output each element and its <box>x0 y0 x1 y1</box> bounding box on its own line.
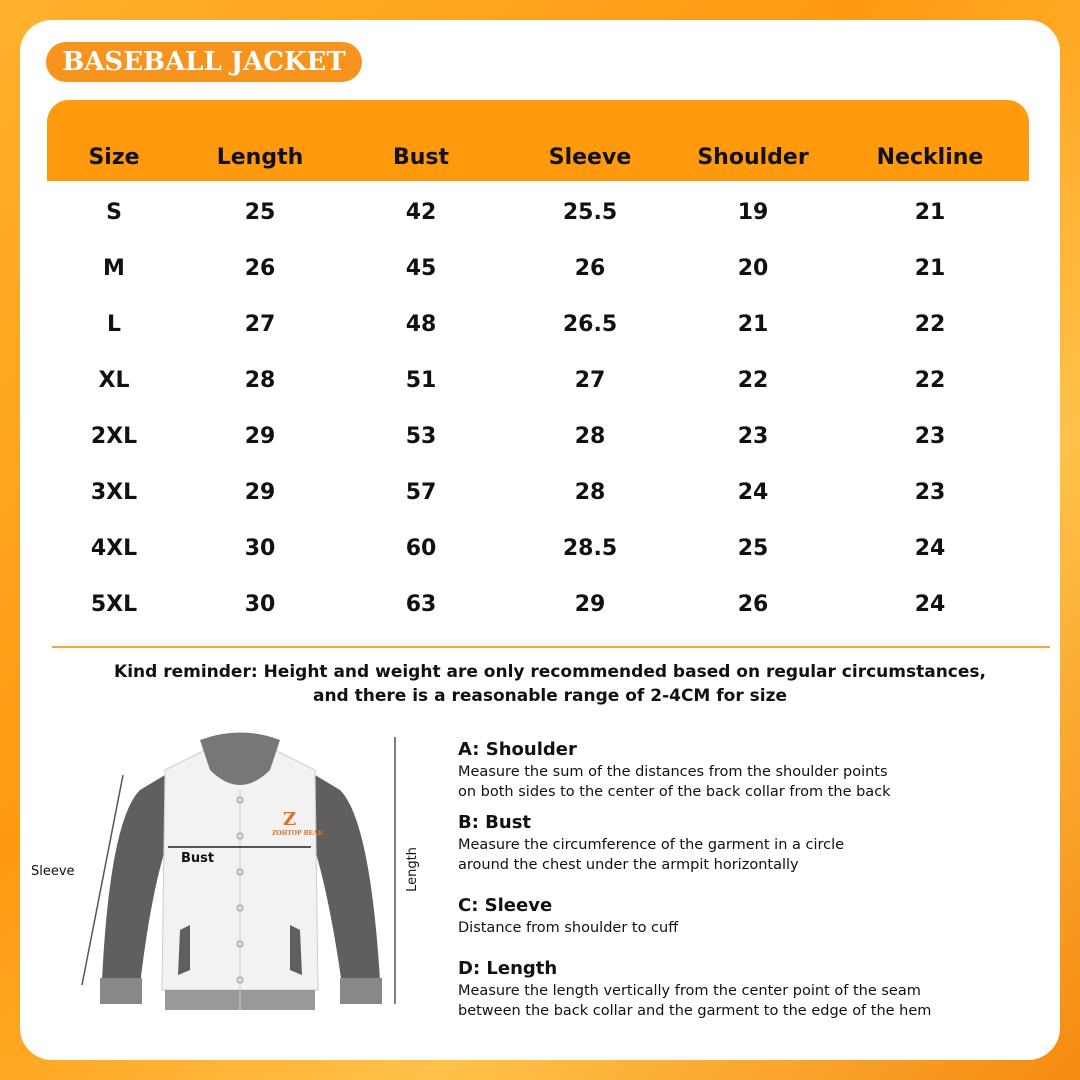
measure-description: on both sides to the center of the back … <box>458 784 891 800</box>
table-cell: 22 <box>914 312 946 337</box>
table-cell: 20 <box>737 256 769 281</box>
column-header: Sleeve <box>548 145 632 170</box>
table-cell: 22 <box>914 368 946 393</box>
column-header: Length <box>216 145 304 170</box>
table-cell: 48 <box>405 312 437 337</box>
table-cell: 29 <box>244 480 276 505</box>
table-cell: 24 <box>914 592 946 617</box>
column-header: Shoulder <box>697 145 809 170</box>
measure-title: C: Sleeve <box>458 895 553 916</box>
right-sleeve <box>315 775 380 985</box>
table-cell: L <box>106 312 122 337</box>
table-cell: 21 <box>914 256 946 281</box>
table-cell: 28.5 <box>562 536 618 561</box>
table-cell: 22 <box>737 368 769 393</box>
column-header: Bust <box>392 145 450 170</box>
reminder-line: and there is a reasonable range of 2-4CM… <box>312 686 788 706</box>
table-cell: 60 <box>405 536 437 561</box>
table-cell: 28 <box>574 424 606 449</box>
table-cell: XL <box>98 368 130 393</box>
table-cell: 28 <box>244 368 276 393</box>
table-cell: 57 <box>405 480 437 505</box>
bust-label: Bust <box>181 851 215 866</box>
table-cell: 53 <box>405 424 437 449</box>
table-cell: 21 <box>737 312 769 337</box>
table-cell: 23 <box>737 424 769 449</box>
table-cell: 26 <box>244 256 276 281</box>
table-cell: 30 <box>244 592 276 617</box>
table-cell: 28 <box>574 480 606 505</box>
table-cell: 5XL <box>90 592 138 617</box>
measure-title: D: Length <box>458 958 558 979</box>
reminder-line: Kind reminder: Height and weight are onl… <box>114 662 986 682</box>
table-cell: 23 <box>914 480 946 505</box>
table-cell: 26 <box>574 256 606 281</box>
table-cell: 42 <box>405 200 437 225</box>
table-cell: 25.5 <box>562 200 618 225</box>
measure-item: B: Bust Measure the circumference of the … <box>458 811 1058 875</box>
table-cell: 27 <box>574 368 606 393</box>
table-cell: 24 <box>914 536 946 561</box>
table-cell: M <box>103 256 125 281</box>
divider <box>52 646 1050 648</box>
table-cell: 45 <box>405 256 437 281</box>
table-cell: 30 <box>244 536 276 561</box>
column-header: Size <box>88 145 140 170</box>
logo: Z <box>283 809 296 830</box>
table-cell: 29 <box>244 424 276 449</box>
page-title: BASEBALL JACKET <box>46 42 362 82</box>
table-cell: 19 <box>737 200 769 225</box>
table-cell: 51 <box>405 368 437 393</box>
reminder-text: Kind reminder: Height and weight are onl… <box>60 660 1040 708</box>
table-cell: 21 <box>914 200 946 225</box>
table-cell: 26 <box>737 592 769 617</box>
left-sleeve <box>102 775 165 985</box>
table-cell: 25 <box>737 536 769 561</box>
table-cell: 2XL <box>90 424 138 449</box>
length-label: Length <box>404 847 420 892</box>
measure-item: C: Sleeve Distance from shoulder to cuff <box>458 894 1058 938</box>
measure-description: between the back collar and the garment … <box>458 1003 932 1019</box>
measure-item: D: Length Measure the length vertically f… <box>458 957 1058 1021</box>
table-header-bar <box>47 100 1029 181</box>
table-cell: 24 <box>737 480 769 505</box>
table-cell: 4XL <box>90 536 138 561</box>
jacket-diagram: Z <box>81 732 396 1010</box>
table-cell: 23 <box>914 424 946 449</box>
table-cell: 3XL <box>90 480 138 505</box>
measure-description: Measure the length vertically from the c… <box>458 983 921 999</box>
measure-description: around the chest under the armpit horizo… <box>458 857 799 873</box>
measure-description: Measure the circumference of the garment… <box>458 837 845 853</box>
logo-text: ZOHTOP BEAR <box>272 830 323 837</box>
sleeve-label: Sleeve <box>31 864 75 879</box>
column-header: Neckline <box>876 145 984 170</box>
measure-description: Measure the sum of the distances from th… <box>458 764 888 780</box>
table-cell: S <box>106 200 122 225</box>
table-cell: 29 <box>574 592 606 617</box>
table-cell: 27 <box>244 312 276 337</box>
measure-item: A: Shoulder Measure the sum of the distan… <box>458 738 1058 802</box>
measure-description: Distance from shoulder to cuff <box>458 920 679 936</box>
table-cell: 26.5 <box>562 312 618 337</box>
measure-title: B: Bust <box>458 812 532 833</box>
measure-title: A: Shoulder <box>458 739 577 760</box>
table-cell: 63 <box>405 592 437 617</box>
table-cell: 25 <box>244 200 276 225</box>
